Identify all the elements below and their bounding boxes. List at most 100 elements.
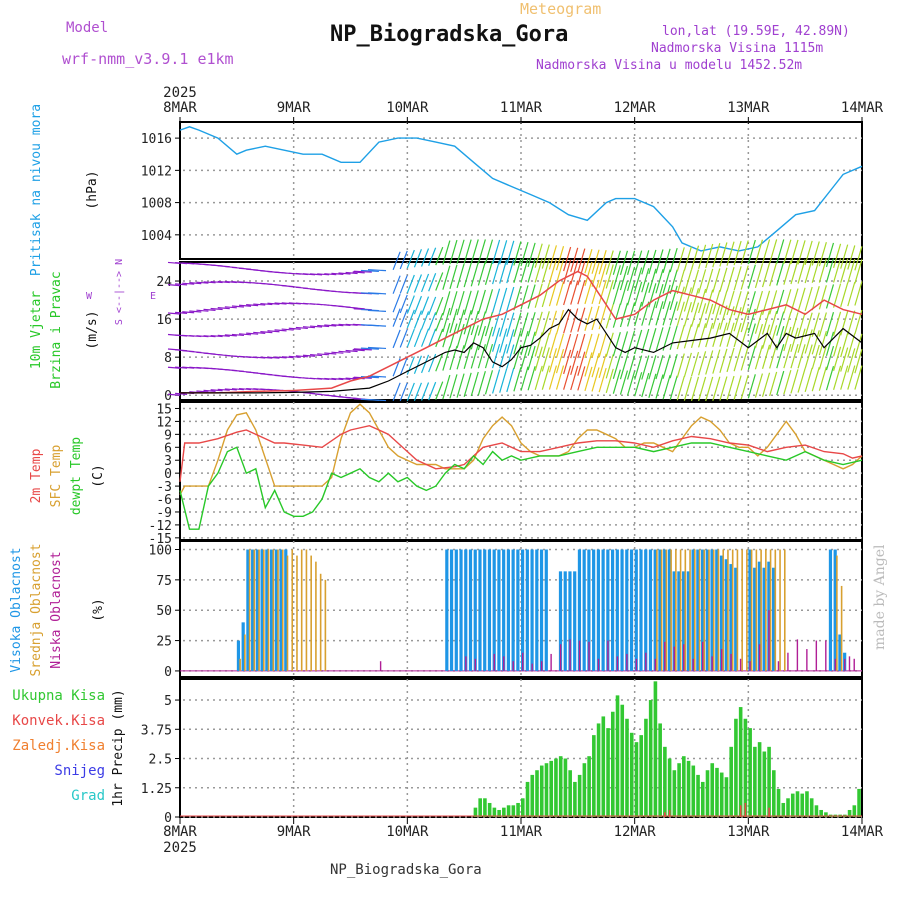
wind-barb bbox=[626, 250, 636, 275]
cloud-bar bbox=[679, 549, 682, 671]
wind-compass-ns: S <--|--> N bbox=[114, 259, 125, 325]
wind-barb bbox=[818, 258, 827, 283]
cloud-bar bbox=[660, 549, 663, 671]
wind-barb bbox=[555, 246, 565, 271]
wind-barb bbox=[769, 290, 778, 315]
precip-total-bar bbox=[682, 756, 686, 817]
wind-barb bbox=[847, 310, 856, 335]
wind-barb bbox=[367, 269, 387, 272]
wind-barb bbox=[612, 280, 621, 305]
temperature-tick-label: -15 bbox=[149, 532, 172, 547]
cloud-bar bbox=[464, 549, 468, 671]
cloud-bar bbox=[656, 549, 658, 671]
wind-barb bbox=[274, 356, 287, 359]
wind-barb bbox=[847, 333, 856, 358]
wind-barb bbox=[196, 335, 209, 338]
cloud-bar bbox=[497, 549, 501, 671]
wind-barb bbox=[520, 312, 529, 337]
wind-barb bbox=[698, 288, 707, 314]
wind-barb bbox=[288, 327, 301, 330]
cloud-bar bbox=[734, 567, 738, 671]
wind-barb bbox=[352, 349, 365, 352]
wind-barb bbox=[428, 247, 437, 266]
cloud-bar bbox=[596, 549, 600, 671]
precip-total-bar bbox=[625, 718, 629, 817]
wind-barb bbox=[769, 239, 778, 264]
precip-total-bar bbox=[696, 774, 700, 817]
precip-total-bar bbox=[700, 781, 705, 817]
wind-barb bbox=[669, 269, 678, 294]
wind-barb bbox=[790, 312, 799, 337]
wind-barb bbox=[818, 366, 827, 391]
wind-barb bbox=[669, 325, 678, 350]
wind-barb bbox=[690, 245, 700, 270]
top-year-label: 2025 bbox=[163, 85, 197, 101]
dewpt-line bbox=[179, 442, 863, 530]
wind-barb bbox=[790, 327, 799, 352]
wind-barb bbox=[513, 258, 522, 283]
wind-barb bbox=[577, 280, 586, 305]
cloud-bar bbox=[512, 661, 514, 671]
cloud-bar bbox=[665, 549, 668, 671]
cloud-bar bbox=[521, 549, 525, 671]
wind-barb bbox=[726, 266, 735, 292]
wind-barb bbox=[420, 354, 430, 374]
wind-barb bbox=[477, 261, 486, 286]
wind-barb bbox=[295, 326, 308, 330]
precip-total-bar bbox=[544, 763, 549, 817]
wind-barb bbox=[238, 304, 252, 307]
wind-barb bbox=[818, 312, 827, 337]
wind-barb bbox=[577, 351, 586, 376]
wind-barb bbox=[317, 324, 330, 328]
wind-barb bbox=[783, 311, 792, 337]
cloud-bar bbox=[772, 567, 776, 671]
temperature-tick-label: -9 bbox=[156, 506, 172, 521]
wind-barb bbox=[196, 309, 209, 312]
precip-total-bar bbox=[743, 718, 748, 817]
wind-barb bbox=[189, 282, 202, 285]
precip-total-bar bbox=[644, 718, 648, 817]
wind-barb bbox=[406, 328, 415, 348]
wind-barb bbox=[570, 308, 579, 333]
precip-total-bar bbox=[753, 746, 757, 817]
wind-barb bbox=[712, 322, 721, 347]
station-title: NP_Biogradska_Gora bbox=[330, 22, 569, 47]
cloud-bar bbox=[592, 549, 596, 671]
wind-barb bbox=[352, 271, 365, 274]
wind-barb bbox=[648, 301, 657, 326]
precip-total-bar bbox=[558, 756, 563, 817]
wind-barb bbox=[740, 265, 749, 290]
wind-barb bbox=[406, 249, 415, 269]
precip-total-bar bbox=[781, 802, 786, 817]
precip-conv-bar bbox=[664, 812, 666, 817]
wind-barb bbox=[420, 328, 430, 347]
precip-legend-3: Zaledj.Kisa bbox=[12, 738, 105, 754]
precip-legend-2: Konvek.Kisa bbox=[12, 713, 105, 729]
wind-barb bbox=[555, 348, 565, 374]
cloud-bar bbox=[703, 549, 706, 671]
wind-barb bbox=[541, 311, 550, 336]
wind-barb bbox=[260, 330, 273, 334]
wind-barb bbox=[338, 323, 351, 327]
cloud-bar bbox=[844, 658, 846, 671]
wind-barb bbox=[747, 291, 756, 316]
cloud-bar bbox=[700, 549, 705, 671]
wind-barb bbox=[840, 311, 849, 336]
precip-total-bar bbox=[573, 781, 577, 817]
wind-barb bbox=[726, 375, 735, 401]
precip-tick-label: 1.25 bbox=[141, 782, 172, 797]
wind-barb bbox=[428, 328, 437, 347]
wind-barb bbox=[733, 322, 742, 348]
wind-barb bbox=[563, 333, 572, 359]
wind-barb bbox=[761, 372, 771, 397]
wind-barb bbox=[520, 366, 529, 391]
wind-barb bbox=[584, 306, 593, 331]
cloud-low-label: Niska Oblacnost bbox=[49, 551, 64, 668]
wind-barb bbox=[520, 345, 529, 370]
wind-barb bbox=[182, 282, 195, 285]
wind-barb bbox=[662, 248, 671, 273]
cloud-bar bbox=[483, 549, 487, 671]
wind-barb bbox=[534, 346, 543, 371]
precip-total-bar bbox=[767, 746, 771, 817]
wind-barb bbox=[655, 374, 664, 399]
